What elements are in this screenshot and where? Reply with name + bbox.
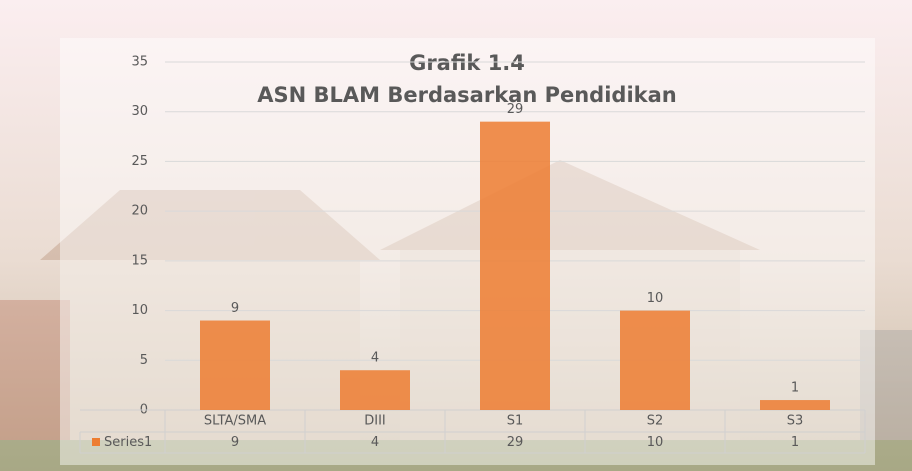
bar [760,400,830,410]
x-tick-label: S1 [507,414,524,429]
table-value: 1 [791,435,799,450]
x-tick-label: S3 [787,414,804,429]
bar [340,370,410,410]
chart-subtitle: ASN BLAM Berdasarkan Pendidikan [257,83,676,107]
x-tick-label: S2 [647,414,664,429]
chart-panel [60,38,875,465]
y-tick-label: 20 [131,204,148,219]
y-tick-label: 35 [131,55,148,70]
x-tick-label: SLTA/SMA [204,414,266,429]
bar [200,320,270,410]
y-tick-label: 30 [131,104,148,119]
bar [480,121,550,411]
y-tick-label: 5 [140,353,148,368]
legend-label: Series1 [104,435,152,450]
y-tick-label: 25 [131,154,148,169]
table-value: 9 [231,435,239,450]
table-value: 10 [647,435,664,450]
data-label: 10 [647,291,664,306]
bar [620,310,690,410]
table-value: 29 [507,435,524,450]
data-label: 4 [371,351,379,366]
chart-title: Grafik 1.4 [409,51,525,75]
table-value: 4 [371,435,379,450]
data-label: 9 [231,301,239,316]
data-label: 1 [791,381,799,396]
x-tick-label: DIII [364,414,386,429]
y-tick-label: 15 [131,253,148,268]
legend-key [92,438,100,446]
y-tick-label: 10 [131,303,148,318]
data-label: 29 [507,102,524,117]
